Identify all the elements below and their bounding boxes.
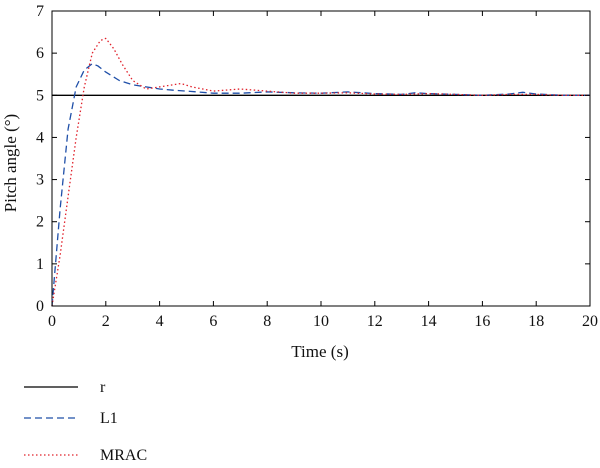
x-tick-label: 18 (528, 313, 544, 330)
y-tick-label: 5 (36, 87, 44, 104)
plot-frame (51, 10, 591, 307)
x-tick-label: 8 (263, 313, 271, 330)
legend-label-mrac: MRAC (100, 447, 147, 464)
legend-label-r: r (100, 379, 106, 396)
x-tick-label: 2 (102, 313, 110, 330)
x-tick-label: 16 (474, 313, 490, 330)
y-tick-label: 1 (36, 256, 44, 273)
series-layer (51, 37, 590, 307)
y-tick-label: 0 (36, 298, 44, 315)
x-tick-label: 12 (367, 313, 383, 330)
y-tick-label: 3 (36, 172, 44, 189)
x-tick-label: 6 (209, 313, 217, 330)
x-tick-label: 20 (582, 313, 598, 330)
y-tick-label: 6 (36, 45, 44, 62)
y-tick-label: 7 (36, 3, 44, 20)
plot-area (51, 10, 591, 307)
y-tick-label: 4 (36, 129, 44, 146)
legend-label-l1: L1 (100, 410, 118, 427)
x-tick-label: 4 (156, 313, 164, 330)
x-axis-label: Time (s) (291, 342, 348, 361)
y-axis-label: Pitch angle (°) (1, 114, 20, 212)
series-line-mrac (51, 37, 590, 307)
y-tick-label: 2 (36, 214, 44, 231)
legend: r L1 MRAC (24, 379, 147, 464)
x-tick-label: 10 (313, 313, 329, 330)
x-tick-label: 14 (421, 313, 437, 330)
x-tick-label: 0 (48, 313, 56, 330)
